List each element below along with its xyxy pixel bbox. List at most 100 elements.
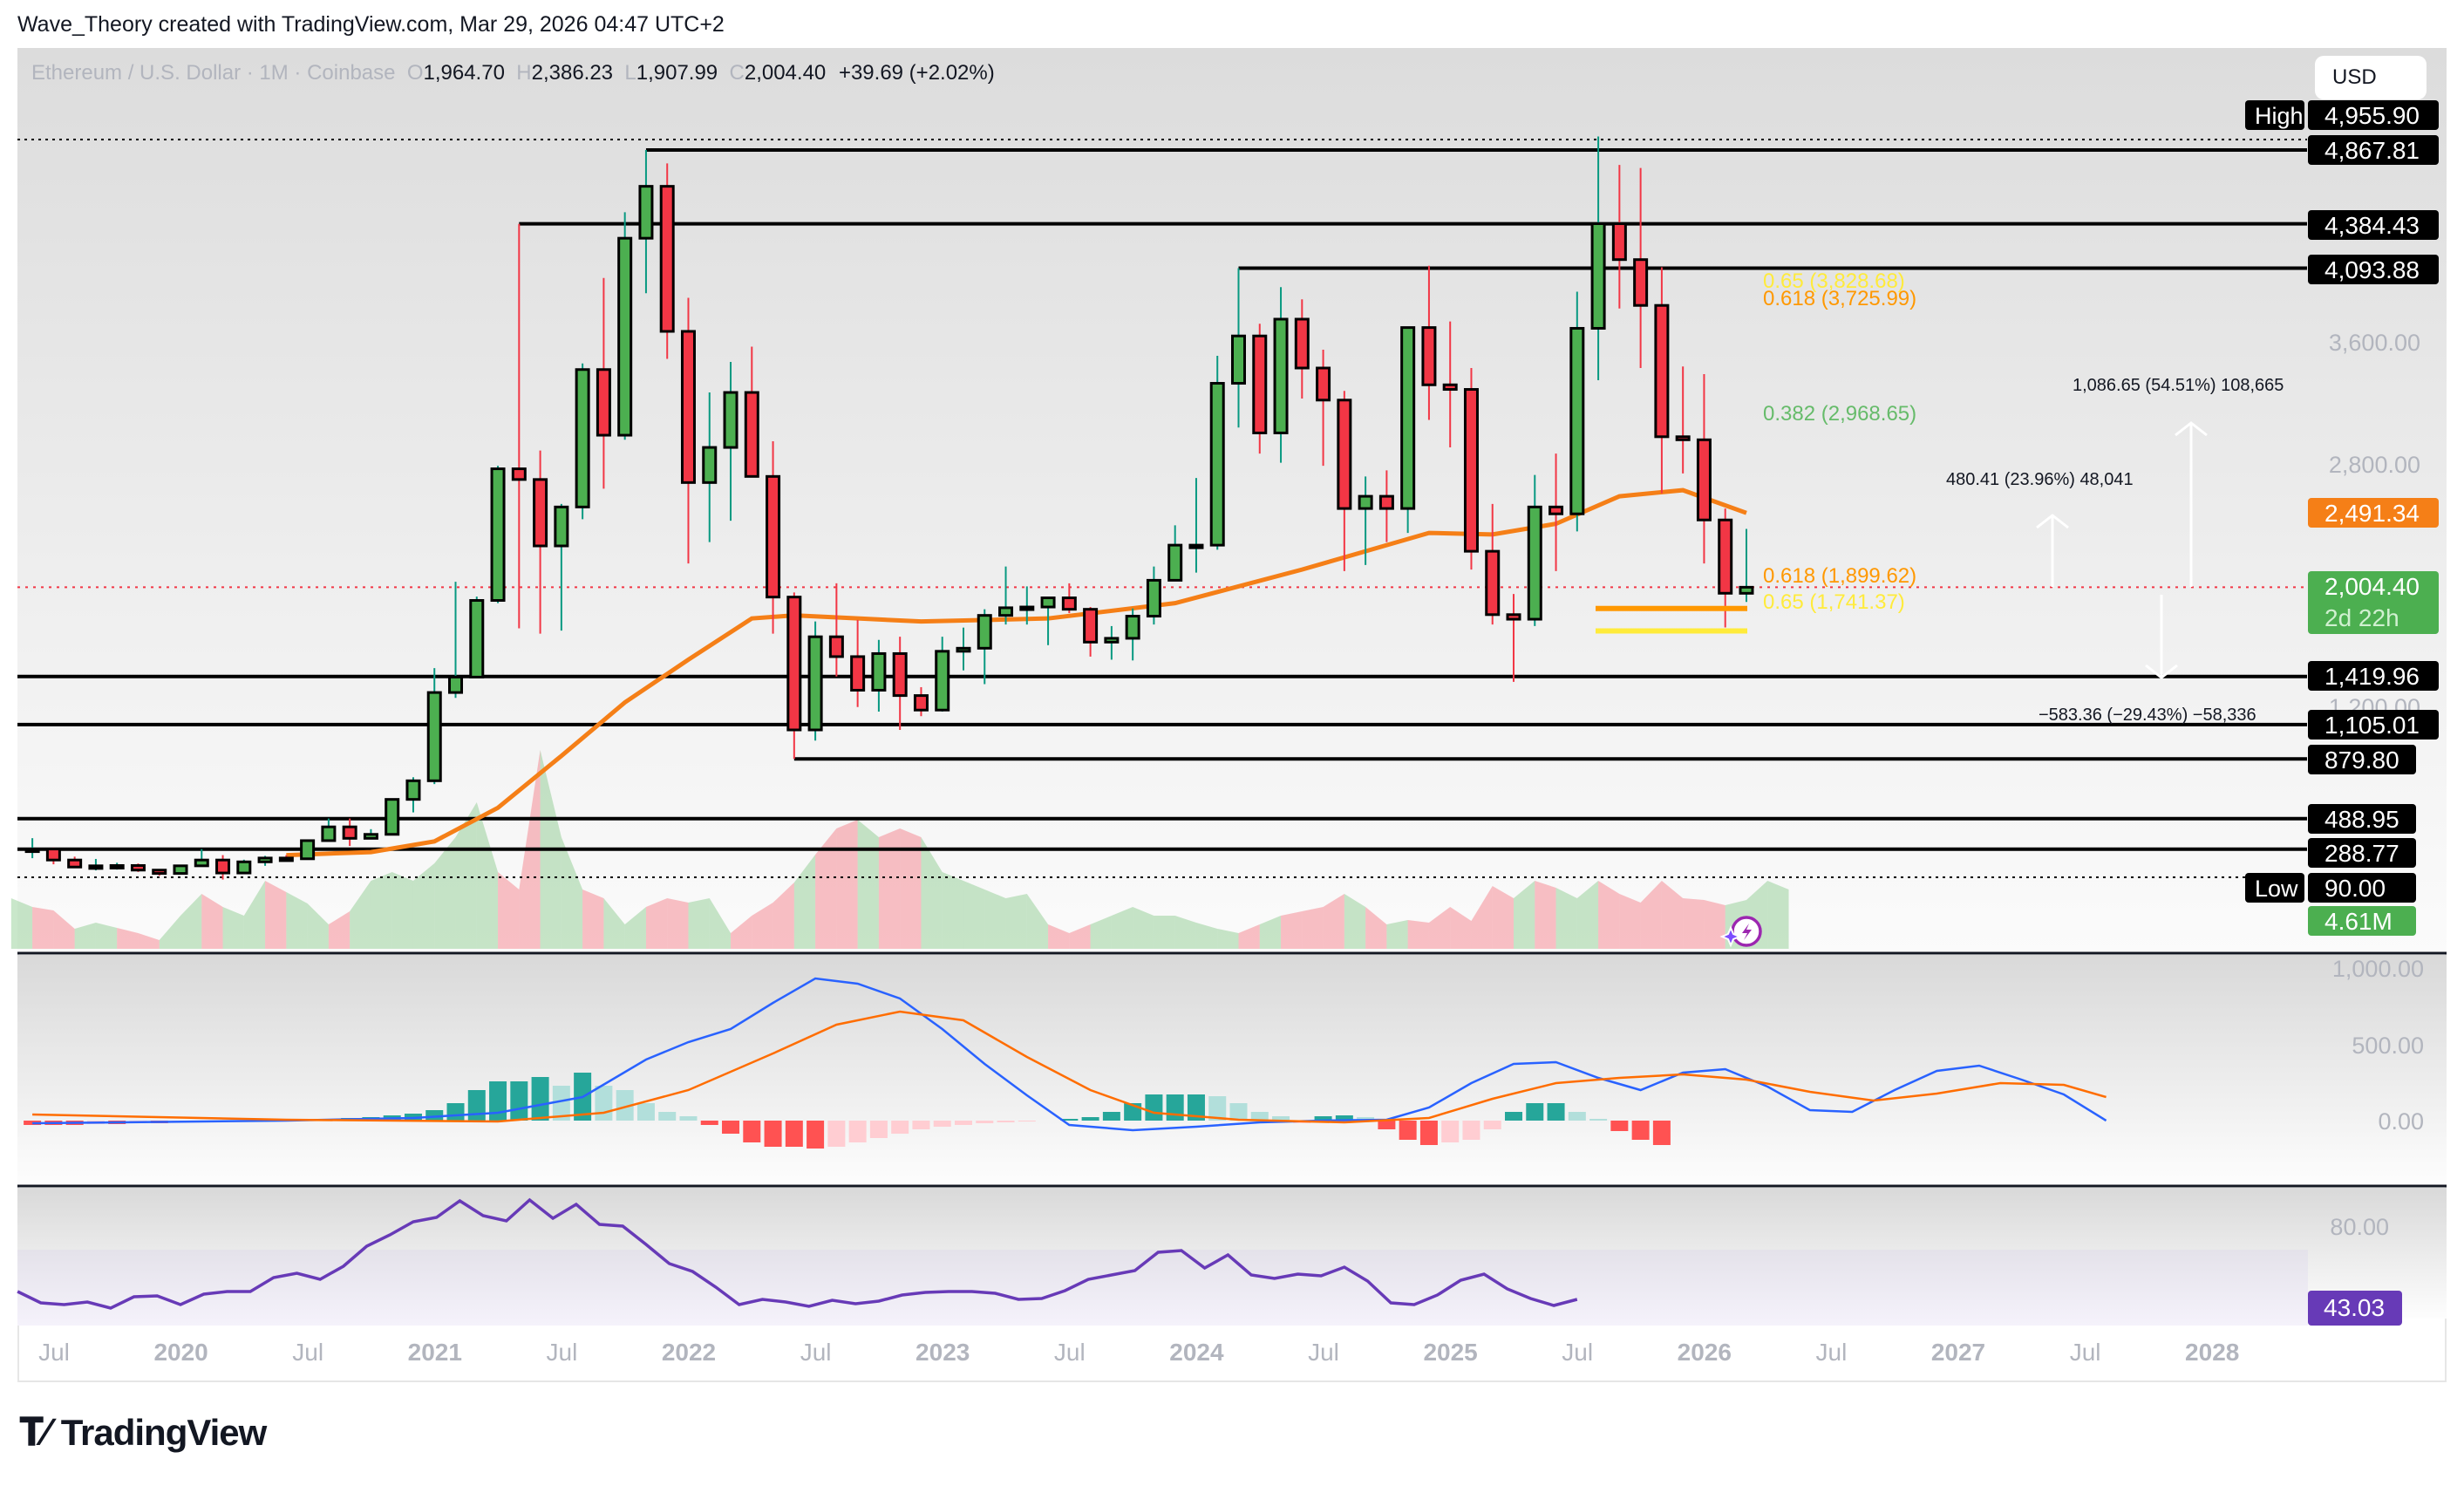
candle[interactable]: [300, 839, 316, 861]
candle[interactable]: [426, 668, 442, 785]
candle[interactable]: [913, 686, 929, 717]
candle[interactable]: [1188, 478, 1204, 573]
candle[interactable]: [1463, 368, 1479, 570]
price-label-extreme[interactable]: 90.00 Low: [2245, 873, 2416, 903]
candle[interactable]: [236, 859, 252, 875]
candle[interactable]: [278, 855, 294, 862]
candle[interactable]: [1231, 268, 1246, 428]
candle[interactable]: [1083, 607, 1099, 657]
candle[interactable]: [766, 441, 781, 634]
candle[interactable]: [1019, 586, 1035, 625]
candle[interactable]: [1209, 356, 1225, 550]
candle[interactable]: [1442, 321, 1458, 448]
price-axis[interactable]: 3,600.002,800.001,200.004,955.90High4,86…: [2245, 100, 2439, 1326]
candle[interactable]: [1294, 299, 1310, 399]
fibonacci-levels[interactable]: 0.65 (3,828.68)0.618 (3,725.99) 0.382 (2,…: [1596, 269, 1916, 634]
candle[interactable]: [1485, 503, 1501, 625]
price-label-level[interactable]: 1,419.96: [2308, 661, 2439, 691]
currency-button[interactable]: USD: [2315, 56, 2427, 99]
candle[interactable]: [1611, 165, 1627, 309]
candle[interactable]: [385, 798, 400, 836]
candle[interactable]: [744, 346, 759, 478]
candle[interactable]: [723, 362, 739, 521]
candle[interactable]: [67, 856, 83, 869]
candle[interactable]: [1252, 324, 1268, 454]
candle[interactable]: [998, 566, 1014, 625]
candle[interactable]: [1061, 583, 1077, 614]
candle[interactable]: [130, 863, 146, 872]
candlestick-series[interactable]: [24, 136, 1754, 880]
candle[interactable]: [1696, 374, 1712, 564]
candle[interactable]: [977, 609, 992, 685]
candle[interactable]: [1633, 167, 1649, 369]
candle[interactable]: [935, 637, 950, 712]
candle[interactable]: [215, 855, 231, 880]
candle[interactable]: [850, 619, 866, 707]
candle[interactable]: [1506, 594, 1521, 682]
candle[interactable]: [828, 583, 844, 677]
price-label-level[interactable]: 879.80: [2308, 745, 2416, 774]
price-label-volume[interactable]: 4.61M: [2308, 906, 2416, 936]
candle[interactable]: [638, 149, 654, 294]
candle[interactable]: [1421, 265, 1437, 420]
candle[interactable]: [702, 392, 718, 542]
symbol-legend[interactable]: Ethereum / U.S. Dollar · 1M · Coinbase O…: [31, 61, 995, 85]
candle[interactable]: [533, 450, 548, 634]
candle[interactable]: [596, 277, 611, 489]
candle[interactable]: [109, 862, 125, 870]
candle[interactable]: [1146, 566, 1161, 625]
candle[interactable]: [1590, 136, 1606, 381]
tradingview-logo[interactable]: 𝐓∕ TradingView: [19, 1411, 267, 1455]
candle[interactable]: [321, 818, 337, 842]
rsi-value-label[interactable]: 43.03: [2308, 1291, 2402, 1326]
price-label-level[interactable]: 4,093.88: [2308, 255, 2439, 284]
candle[interactable]: [1549, 453, 1564, 571]
candle[interactable]: [1654, 267, 1670, 494]
candle[interactable]: [1337, 391, 1352, 571]
candle[interactable]: [1167, 525, 1183, 582]
candle[interactable]: [1104, 625, 1120, 660]
candle[interactable]: [152, 869, 167, 876]
candle[interactable]: [1273, 287, 1289, 463]
candle[interactable]: [490, 466, 506, 603]
candle[interactable]: [363, 828, 378, 840]
horizontal-levels[interactable]: [17, 139, 2307, 878]
candle[interactable]: [194, 849, 209, 868]
candle[interactable]: [342, 818, 357, 847]
candle[interactable]: [1400, 326, 1416, 534]
time-axis[interactable]: Jul 2020 Jul 2021 Jul 2022 Jul 2023 Jul 2024 Jul 20…: [38, 1339, 2239, 1366]
price-label-last[interactable]: 2,004.40 2d 22h: [2308, 571, 2439, 634]
candle[interactable]: [448, 582, 464, 699]
candle[interactable]: [1675, 366, 1691, 474]
price-label-level[interactable]: 4,867.81: [2308, 135, 2439, 165]
candle[interactable]: [45, 847, 61, 865]
candle[interactable]: [871, 639, 887, 712]
price-label-ma[interactable]: 2,491.34: [2308, 498, 2439, 528]
candle[interactable]: [88, 858, 104, 871]
candle[interactable]: [173, 864, 188, 876]
candle[interactable]: [786, 592, 802, 760]
candle[interactable]: [617, 212, 633, 440]
price-projection-arrows[interactable]: 1,086.65 (54.51%) 108,665 480.41 (23.96%)…: [1946, 376, 2284, 725]
candle[interactable]: [469, 596, 485, 678]
assistant-icon[interactable]: [1719, 916, 1762, 948]
candle[interactable]: [1378, 470, 1394, 542]
candle[interactable]: [1569, 291, 1585, 532]
price-label-level[interactable]: 4,384.43: [2308, 210, 2439, 240]
price-label-level[interactable]: 288.77: [2308, 838, 2416, 868]
candle[interactable]: [1718, 508, 1733, 628]
candle[interactable]: [680, 297, 696, 564]
candle[interactable]: [1739, 528, 1754, 603]
candle[interactable]: [1125, 608, 1140, 661]
candle[interactable]: [575, 363, 590, 520]
candle[interactable]: [1040, 596, 1056, 645]
candle[interactable]: [1358, 476, 1373, 565]
candle[interactable]: [554, 503, 569, 631]
candle[interactable]: [892, 637, 908, 730]
candle[interactable]: [24, 838, 40, 859]
candle[interactable]: [511, 223, 527, 629]
candle[interactable]: [405, 777, 421, 813]
candle[interactable]: [257, 855, 273, 866]
price-label-level[interactable]: 488.95: [2308, 804, 2416, 834]
